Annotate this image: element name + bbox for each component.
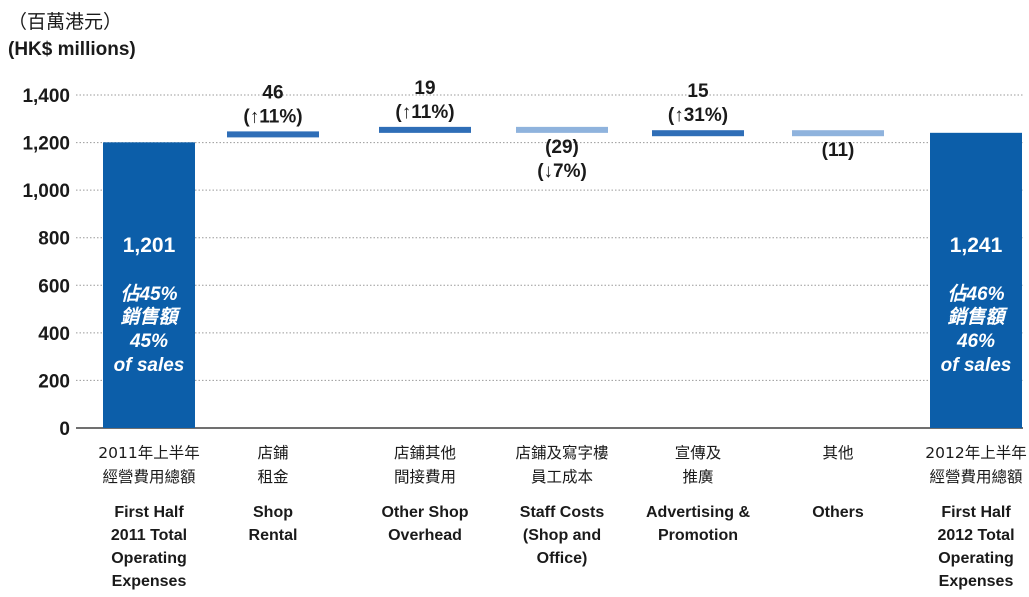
delta-label: (11) [822,140,855,161]
bar-value-label: 1,241 [950,234,1003,257]
share-of-sales-label: 46% [956,331,995,352]
share-of-sales-label: 佔46% [947,283,1004,305]
category-label-en: First Half [114,504,184,521]
share-of-sales-label: 佔45% [120,283,177,305]
y-axis-ticks: 0 200 400 600 800 1,000 1,200 1,400 [22,86,70,440]
y-tick-label: 800 [38,229,70,250]
bar-value-label: 1,201 [123,234,176,257]
category-label-en: Office) [537,550,588,567]
category-label-en: (Shop and [523,527,601,544]
decrease-step-bar [792,130,884,137]
category-label-zh: 推廣 [682,468,713,486]
delta-label: 46 [262,82,283,103]
delta-label: 15 [687,81,709,102]
category-label-en: Advertising & [646,504,750,521]
share-of-sales-label: 銷售額 [947,306,1008,328]
decrease-step-bar [516,126,608,133]
category-label-en: Rental [249,527,298,544]
category-label-en: Overhead [388,527,462,544]
category-label-zh: 店鋪 [257,444,288,462]
category-label-zh: 經營費用總額 [102,468,195,486]
category-label-en: Operating [111,550,187,567]
category-label-en: Staff Costs [520,504,605,521]
unit-label-en: (HK$ millions) [8,39,136,60]
increase-step-bar [652,130,744,137]
y-tick-label: 1,400 [22,86,70,107]
category-label-en: First Half [941,504,1011,521]
increase-step-bar [227,131,319,138]
category-label-en: 2012 Total [937,527,1014,544]
delta-label: (↓7%) [537,161,587,182]
total-bar [930,132,1022,429]
category-label-zh: 經營費用總額 [929,468,1022,486]
delta-label: (↑11%) [395,102,454,123]
delta-label: 19 [414,78,435,99]
y-tick-label: 400 [38,324,70,345]
category-label-zh: 員工成本 [531,468,593,486]
y-tick-label: 1,200 [22,134,70,155]
category-label-en: Expenses [939,573,1014,590]
delta-label: (29) [545,137,579,158]
category-label-en: Other Shop [381,504,468,521]
category-label-zh: 宣傳及 [675,444,722,462]
y-tick-label: 0 [59,419,70,440]
category-label-en: Promotion [658,527,738,544]
category-label-zh: 其他 [822,444,853,462]
delta-label: (↑31%) [668,105,728,126]
share-of-sales-label: of sales [114,355,185,376]
y-tick-label: 1,000 [22,181,70,202]
category-label-zh: 間接費用 [394,468,456,486]
bars [103,126,1022,429]
delta-label: (↑11%) [243,106,302,127]
unit-label-zh: （百萬港元） [8,11,122,33]
category-label-en: Shop [253,504,293,521]
share-of-sales-label: 銷售額 [120,306,181,328]
y-tick-label: 200 [38,371,70,392]
total-bar [103,142,195,429]
category-label-en: Operating [938,550,1014,567]
y-tick-label: 600 [38,276,70,297]
category-label-zh: 店鋪其他 [394,444,456,462]
category-label-en: 2011 Total [111,527,187,544]
share-of-sales-label: 45% [129,331,168,352]
gridlines [76,94,1023,429]
increase-step-bar [379,126,471,133]
category-label-en: Others [812,504,864,521]
category-label-en: Expenses [112,573,187,590]
category-label-zh: 2012年上半年 [925,444,1026,462]
category-label-zh: 店鋪及寫字樓 [515,444,608,462]
category-label-zh: 租金 [257,468,289,486]
share-of-sales-label: of sales [941,355,1012,376]
category-label-zh: 2011年上半年 [98,444,199,462]
